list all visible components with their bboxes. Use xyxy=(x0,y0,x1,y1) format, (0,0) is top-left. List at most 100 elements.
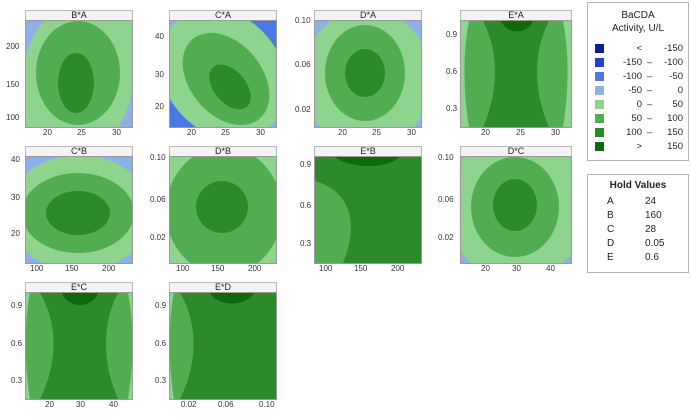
x-tick: 40 xyxy=(546,264,555,273)
hold-factor: A xyxy=(607,196,614,207)
legend-row: 100 – 150 xyxy=(595,127,687,139)
hold-value: 28 xyxy=(645,224,657,235)
y-tick: 0.06 xyxy=(150,195,166,204)
x-tick: 25 xyxy=(221,128,230,137)
y-tick: 30 xyxy=(11,193,20,202)
legend-range-dash: – xyxy=(647,57,653,68)
hold-value-row: E 0.6 xyxy=(607,252,687,265)
contour-band-gt150 xyxy=(62,293,98,305)
contour-band-100-150 xyxy=(40,293,118,399)
legend-bin-low: -50 xyxy=(628,85,642,96)
x-tick: 0.06 xyxy=(218,400,234,409)
x-tick: 25 xyxy=(516,128,525,137)
legend-row: -50 – 0 xyxy=(595,85,687,97)
contour-band-100-150 xyxy=(483,21,549,127)
y-tick: 0.3 xyxy=(446,104,458,113)
legend-row: -150 – -100 xyxy=(595,57,687,69)
contour-band-gt150 xyxy=(501,21,533,32)
contour-band-neg150-neg100 xyxy=(244,21,276,49)
legend-bin-high: 0 xyxy=(677,85,683,96)
x-tick: 20 xyxy=(481,128,490,137)
x-tick: 30 xyxy=(256,128,265,137)
legend-bin-low: 50 xyxy=(631,113,642,124)
contour-plot xyxy=(314,20,422,128)
legend-bin-high: -100 xyxy=(663,57,683,68)
y-tick: 200 xyxy=(6,42,20,51)
legend-row: 50 – 100 xyxy=(595,113,687,125)
y-tick: 20 xyxy=(11,229,20,238)
y-tick: 0.9 xyxy=(11,301,23,310)
legend-bin-high: 100 xyxy=(667,113,683,124)
contour-band-100-150 xyxy=(46,191,110,235)
y-tick: 0.3 xyxy=(300,239,312,248)
hold-value: 0.6 xyxy=(645,252,659,263)
y-tick: 20 xyxy=(155,102,164,111)
color-legend: BaCDA Activity, U/L < -150 -150 – -100 -… xyxy=(587,2,689,161)
contour-band-0-50 xyxy=(26,293,30,399)
x-tick: 20 xyxy=(43,128,52,137)
y-tick: 0.02 xyxy=(150,233,166,242)
legend-range-dash: – xyxy=(647,85,653,96)
hold-factor: C xyxy=(607,224,615,235)
contour-plot xyxy=(25,156,133,264)
contour-band-0-50 xyxy=(461,21,469,127)
legend-range-dash: – xyxy=(647,113,653,124)
contour-plot xyxy=(314,156,422,264)
contour-plot xyxy=(169,292,277,400)
y-tick: 0.6 xyxy=(155,339,167,348)
y-tick: 100 xyxy=(6,113,20,122)
y-tick: 0.06 xyxy=(438,195,454,204)
hold-factor: D xyxy=(607,238,615,249)
contour-band-100-150 xyxy=(180,293,276,399)
contour-band-neg150-neg100 xyxy=(170,93,204,127)
x-tick: 20 xyxy=(187,128,196,137)
hold-value-row: C 28 xyxy=(607,224,687,237)
contour-band-0-50 xyxy=(128,293,132,399)
y-tick: 0.10 xyxy=(438,153,454,162)
contour-plot xyxy=(25,292,133,400)
legend-swatch xyxy=(595,44,604,53)
x-tick: 150 xyxy=(354,264,368,273)
legend-row: < -150 xyxy=(595,43,687,55)
x-tick: 25 xyxy=(372,128,381,137)
y-tick: 0.6 xyxy=(11,339,23,348)
legend-bin-low: 100 xyxy=(626,127,642,138)
y-tick: 0.06 xyxy=(295,60,311,69)
x-tick: 0.10 xyxy=(259,400,275,409)
x-tick: 150 xyxy=(65,264,79,273)
legend-bin-high: 150 xyxy=(667,127,683,138)
x-tick: 20 xyxy=(481,264,490,273)
contour-band-neg50-0 xyxy=(118,91,132,127)
x-tick: 100 xyxy=(176,264,190,273)
x-tick: 100 xyxy=(30,264,44,273)
y-tick: 40 xyxy=(11,155,20,164)
y-tick: 40 xyxy=(155,32,164,41)
contour-band-100-150 xyxy=(345,49,385,97)
contour-band-100-150 xyxy=(493,179,537,231)
legend-bin-low: -100 xyxy=(622,71,642,82)
hold-value-row: A 24 xyxy=(607,196,687,209)
contour-plot xyxy=(169,20,277,128)
y-tick: 0.6 xyxy=(300,201,312,210)
hold-value-row: D 0.05 xyxy=(607,238,687,251)
y-tick: 0.3 xyxy=(11,376,23,385)
legend-range-dash: – xyxy=(647,127,653,138)
legend-bin-high: -50 xyxy=(669,71,683,82)
y-tick: 0.9 xyxy=(155,301,167,310)
contour-band-100-150 xyxy=(58,53,94,113)
contour-band-0-50 xyxy=(563,21,571,127)
x-tick: 150 xyxy=(211,264,225,273)
x-tick: 0.02 xyxy=(181,400,197,409)
hold-value: 160 xyxy=(645,210,662,221)
legend-swatch xyxy=(595,114,604,123)
y-tick: 30 xyxy=(155,70,164,79)
legend-title-line1: BaCDA xyxy=(621,10,655,21)
hold-factor: E xyxy=(607,252,614,263)
legend-title-line2: Activity, U/L xyxy=(611,23,665,34)
y-tick: 0.02 xyxy=(295,105,311,114)
legend-range-dash: – xyxy=(647,71,653,82)
x-tick: 30 xyxy=(512,264,521,273)
legend-bin-low: -150 xyxy=(622,57,642,68)
contour-plot xyxy=(169,156,277,264)
y-tick: 150 xyxy=(6,80,20,89)
